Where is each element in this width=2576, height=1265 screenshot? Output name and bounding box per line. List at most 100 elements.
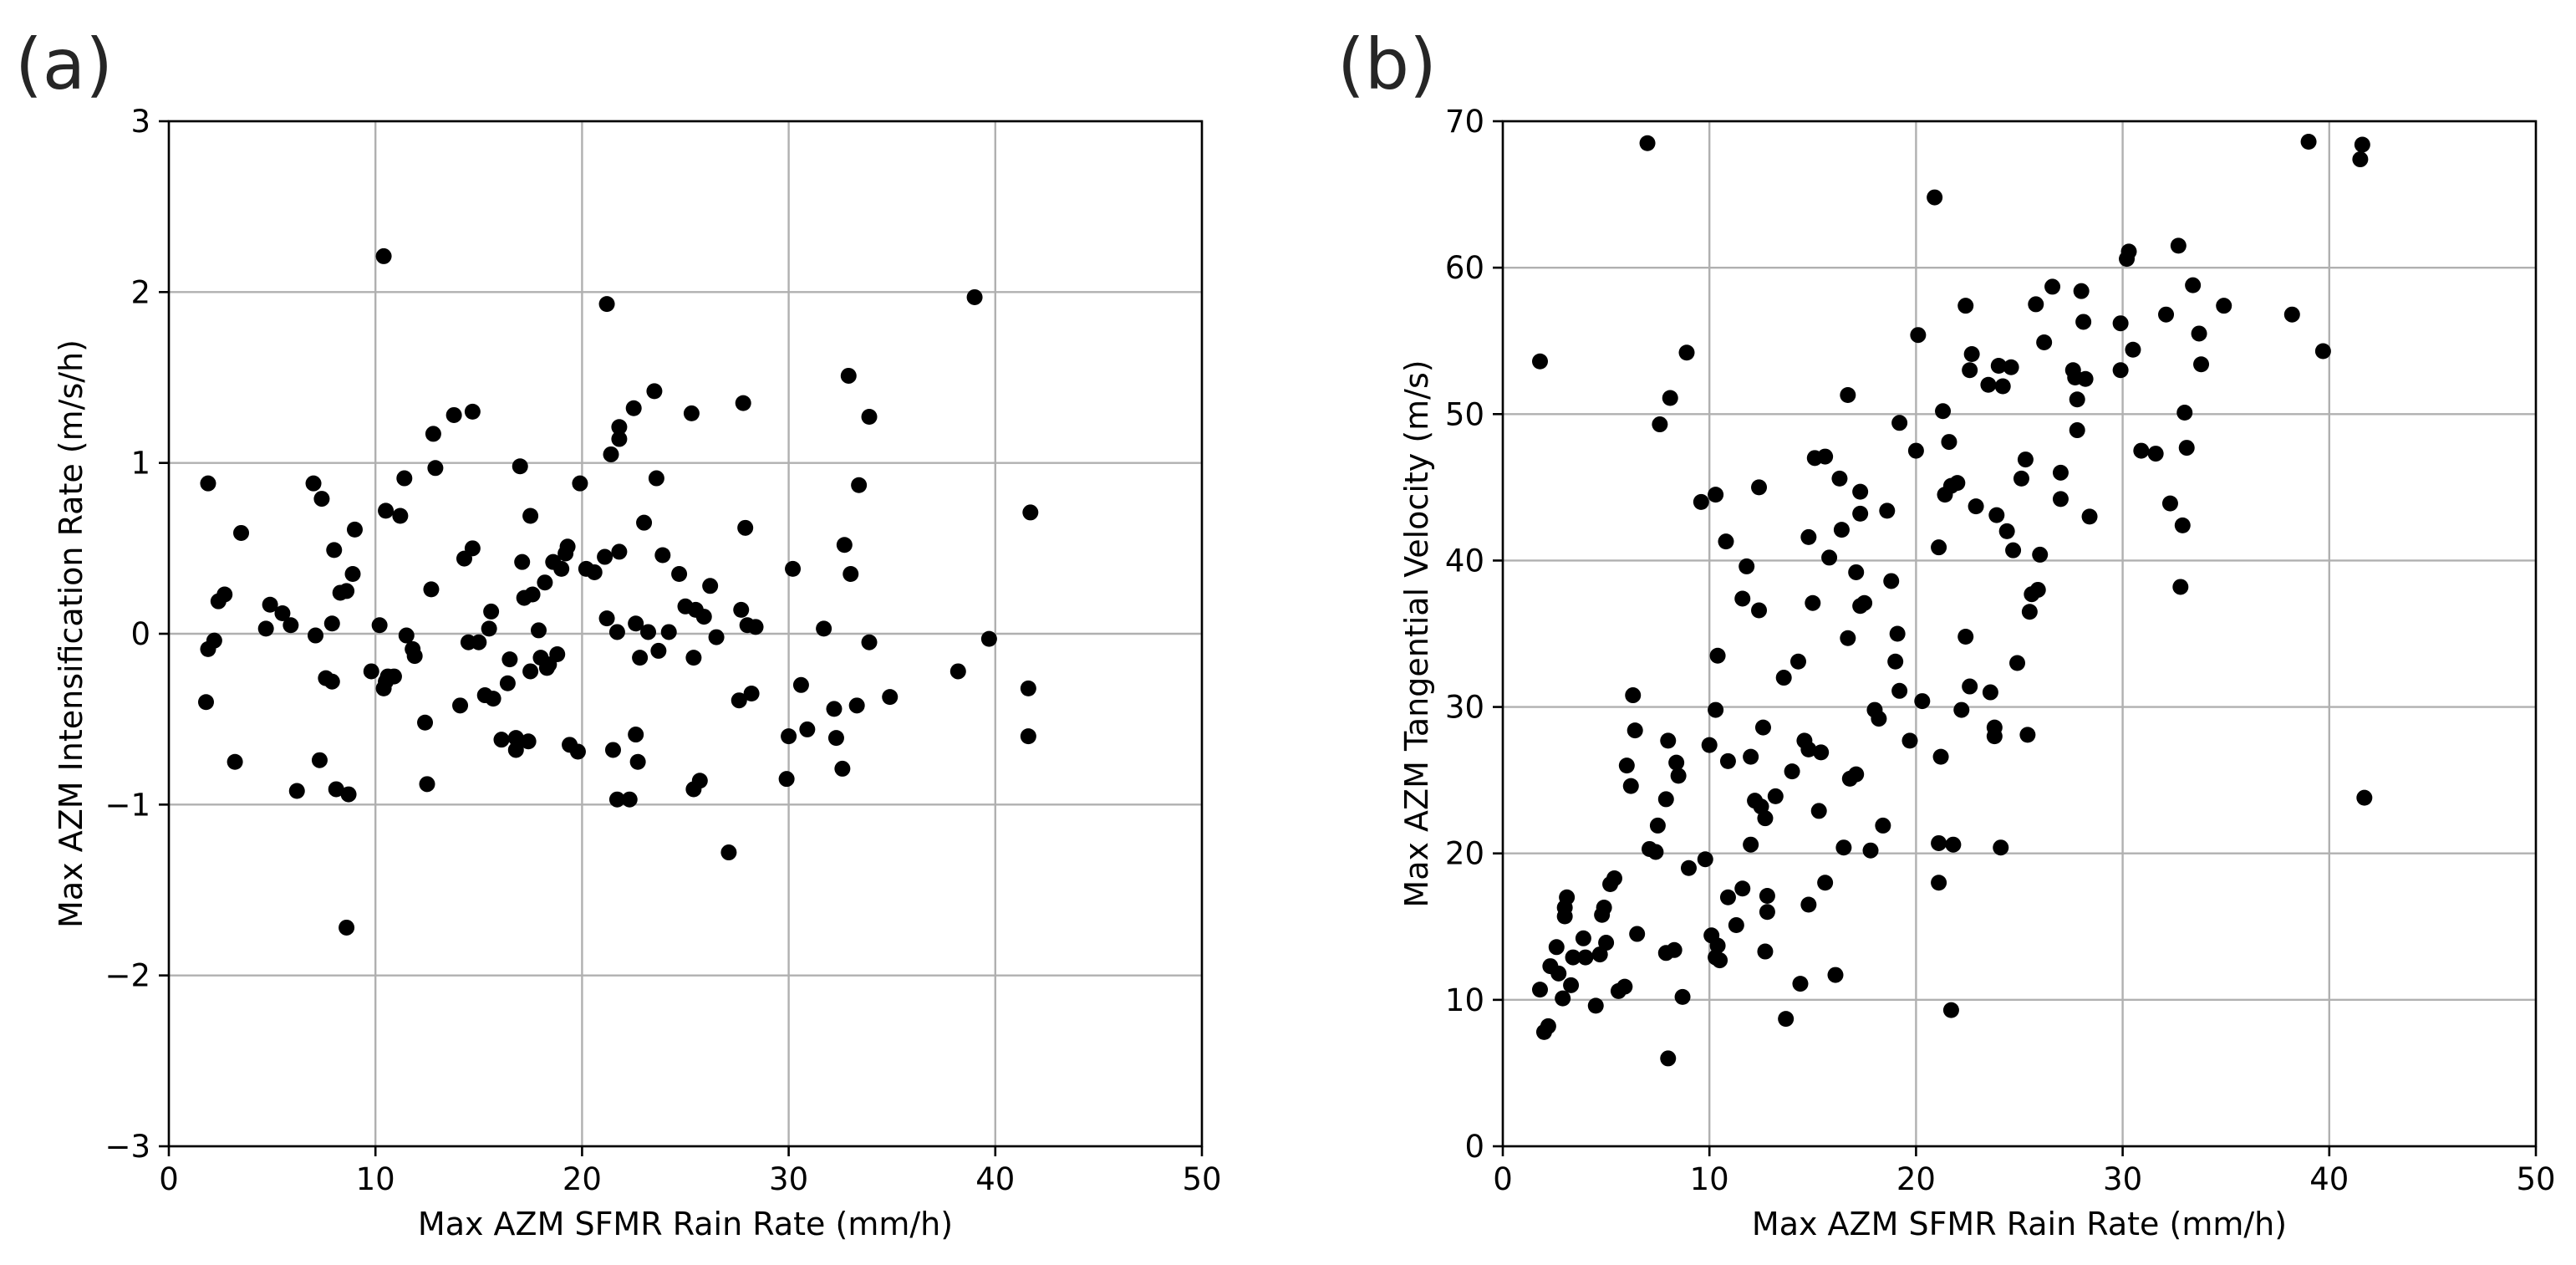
panel-a-data-point <box>530 622 547 639</box>
panel-b-data-point <box>1835 839 1852 856</box>
panel-a-data-point <box>611 419 628 436</box>
panel-a-data-point <box>628 615 644 632</box>
panel-a-data-point <box>827 730 844 747</box>
panel-b-data-point <box>1674 988 1691 1005</box>
panel-a-data-point <box>848 697 865 714</box>
panel-b-data-point <box>1875 817 1891 834</box>
panel-a-data-point <box>708 629 725 645</box>
panel-a-data-point <box>1020 728 1036 745</box>
panel-a-data-point <box>328 781 344 798</box>
panel-b-data-point <box>1678 344 1695 361</box>
panel-a-data-point <box>313 491 330 508</box>
panel-b-data-point <box>1680 859 1697 876</box>
panel-a-data-point <box>501 651 518 668</box>
panel-b-label: (b) <box>1337 23 1437 105</box>
panel-b-data-point <box>2191 325 2207 342</box>
panel-b-data-point <box>1784 763 1800 780</box>
panel-a-data-point <box>695 609 712 625</box>
panel-b-data-point <box>1652 416 1668 433</box>
panel-b-data-point <box>2019 727 2036 743</box>
panel-a-data-point <box>671 565 688 582</box>
panel-b-data-point <box>1751 602 1768 619</box>
panel-b-data-point <box>1889 625 1906 642</box>
panel-a-data-point <box>464 403 481 420</box>
panel-b-data-point <box>1660 732 1677 749</box>
panel-a-data-point <box>339 919 355 936</box>
panel-a-data-point <box>385 668 402 685</box>
panel-a-data-point <box>197 694 214 711</box>
panel-b-data-point <box>2069 422 2085 439</box>
panel-b-data-point <box>1548 939 1565 956</box>
panel-a-data-point <box>524 586 541 603</box>
panel-a-data-point <box>549 646 566 663</box>
panel-b-data-point <box>1805 594 1821 611</box>
panel-a-data-point <box>363 663 379 680</box>
panel-b-data-point <box>2112 315 2129 332</box>
panel-a-y-tick-label: −1 <box>104 787 150 823</box>
panel-b-data-point <box>2356 789 2373 806</box>
panel-a-data-point <box>843 565 859 582</box>
panel-b-data-point <box>2028 296 2044 313</box>
panel-b-data-point <box>1821 549 1838 566</box>
panel-b-data-point <box>1565 949 1581 966</box>
panel-a-data-point <box>737 519 754 536</box>
panel-b-data-point <box>1625 687 1642 704</box>
panel-a-data-point <box>507 730 524 747</box>
panel-a-data-point <box>608 791 625 808</box>
panel-b-data-point <box>1531 353 1548 370</box>
panel-b-data-point <box>1817 448 1834 465</box>
panel-a-points <box>197 247 1039 936</box>
panel-a-data-point <box>537 574 553 591</box>
panel-a: (a) 0 10 20 30 40 50 −3 −2 −1 0 1 2 3 Max AZM SFMR R… <box>15 23 1222 1242</box>
panel-a-data-point <box>826 701 843 717</box>
panel-b-data-point <box>1800 896 1817 913</box>
panel-a-data-point <box>452 697 469 714</box>
panel-b-x-axis-label: Max AZM SFMR Rain Rate (mm/h) <box>1752 1206 2287 1242</box>
panel-b-data-point <box>1990 357 2007 374</box>
panel-a-grid <box>167 120 1204 1148</box>
panel-a-y-tick-label: 2 <box>130 274 150 310</box>
panel-a-data-point <box>621 791 638 808</box>
panel-b-data-point <box>1840 630 1856 646</box>
panel-b-data-point <box>1587 997 1604 1014</box>
panel-b-data-point <box>2112 362 2129 379</box>
panel-b-data-point <box>1596 900 1612 916</box>
panel-b-data-point <box>2120 243 2137 260</box>
panel-a-data-point <box>520 733 537 750</box>
panel-b-data-point <box>1792 976 1809 992</box>
panel-a-ticks: 0 10 20 30 40 50 −3 −2 −1 0 1 2 3 <box>104 104 1221 1197</box>
panel-a-data-point <box>840 367 857 384</box>
panel-b-data-point <box>2052 491 2069 508</box>
panel-b-data-point <box>2216 298 2232 314</box>
panel-b-data-point <box>1945 836 1962 853</box>
panel-b-data-point <box>1719 752 1736 769</box>
panel-b-data-point <box>1840 387 1856 404</box>
panel-a-data-point <box>417 714 434 731</box>
panel-a-x-tick-label: 50 <box>1182 1161 1221 1197</box>
panel-b-data-point <box>1627 722 1643 739</box>
panel-b-data-point <box>1639 135 1656 151</box>
panel-b-data-point <box>1734 880 1751 897</box>
panel-a-data-point <box>464 540 481 557</box>
panel-b-data-point <box>1968 498 1984 515</box>
panel-b-data-point <box>2052 464 2069 481</box>
panel-b-data-point <box>2185 277 2202 293</box>
panel-a-data-point <box>980 630 997 647</box>
panel-a-data-point <box>785 560 802 577</box>
panel-b-data-point <box>2009 655 2026 671</box>
panel-b: (b) 0 10 20 30 40 50 0 10 20 30 40 50 60 70 Max AZM S… <box>1337 23 2556 1242</box>
panel-b-data-point <box>1949 475 1966 492</box>
panel-a-data-point <box>603 446 619 462</box>
panel-b-data-point <box>1540 1018 1556 1034</box>
panel-a-y-tick-label: 0 <box>130 616 150 652</box>
panel-a-data-point <box>326 542 343 559</box>
panel-b-data-point <box>2005 542 2022 559</box>
panel-b-data-point <box>1907 442 1924 459</box>
panel-b-data-point <box>2161 495 2178 512</box>
panel-b-y-tick-label: 70 <box>1445 104 1484 140</box>
panel-a-data-point <box>654 547 671 564</box>
panel-b-data-point <box>1754 719 1771 736</box>
panel-a-data-point <box>836 537 853 553</box>
panel-a-data-point <box>507 742 524 758</box>
panel-b-data-point <box>1831 470 1848 487</box>
